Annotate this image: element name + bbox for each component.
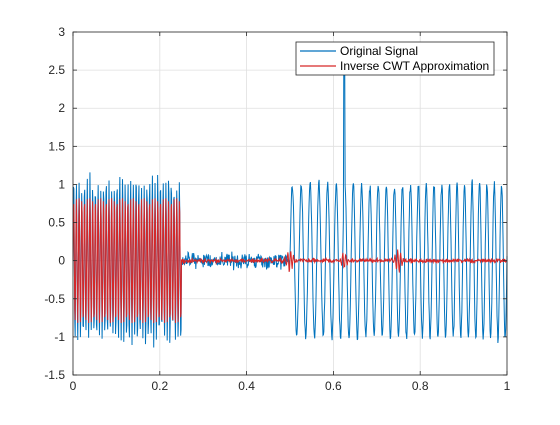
- series-layer: [72, 46, 508, 348]
- y-tick-label: 1.5: [48, 139, 65, 153]
- y-tick-label: 1: [58, 177, 65, 191]
- y-tick-label: -0.5: [44, 292, 65, 306]
- legend-label-inverse-cwt: Inverse CWT Approximation: [340, 59, 489, 73]
- x-tick-label: 0.2: [151, 379, 168, 393]
- legend-label-original-signal: Original Signal: [340, 44, 418, 58]
- ticks: 0 0.2 0.4 0.6 0.8 1 -1.5 -1 -0.5 0 0.5 1 1.5 2 2.5 3: [44, 25, 510, 393]
- y-tick-label: 0.5: [48, 216, 65, 230]
- y-tick-label: 2: [58, 101, 65, 115]
- y-tick-label: 3: [58, 25, 65, 39]
- axes-box: [72, 31, 508, 376]
- x-tick-label: 0.4: [238, 379, 255, 393]
- x-tick-label: 0.8: [412, 379, 429, 393]
- y-tick-label: -1.5: [44, 368, 65, 382]
- y-tick-label: -1: [54, 330, 65, 344]
- x-tick-label: 1: [504, 379, 511, 393]
- x-tick-label: 0.6: [325, 379, 342, 393]
- y-tick-label: 2.5: [48, 63, 65, 77]
- x-tick-label: 0: [70, 379, 77, 393]
- y-tick-label: 0: [58, 254, 65, 268]
- legend[interactable]: Original Signal Inverse CWT Approximatio…: [295, 41, 495, 76]
- series-line-inverse-cwt: [72, 198, 508, 324]
- legend-box: [295, 41, 495, 76]
